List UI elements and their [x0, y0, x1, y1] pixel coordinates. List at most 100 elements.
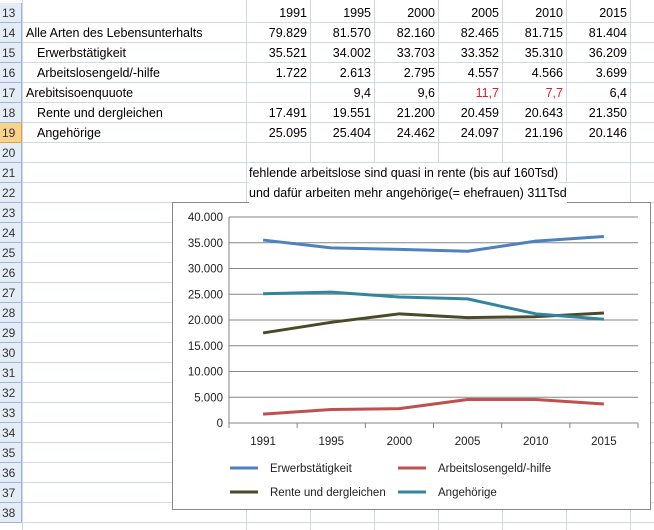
value-cell[interactable]: 21.350 [588, 106, 627, 120]
row-header[interactable]: 23 [0, 203, 22, 223]
row-header[interactable]: 38 [0, 503, 22, 523]
legend-label: Angehörige [438, 487, 497, 499]
row-header[interactable]: 28 [0, 303, 22, 323]
value-cell[interactable]: 3.699 [595, 66, 627, 80]
row-header[interactable]: 17 [0, 83, 22, 103]
series-line-1 [262, 397, 605, 416]
row-header[interactable]: 21 [0, 163, 22, 183]
row-label-cell[interactable]: Arebitsisoenquuote [26, 86, 134, 100]
value-cell[interactable]: 20.643 [524, 106, 563, 120]
x-tick-label: 2000 [387, 436, 413, 448]
value-cell[interactable]: 79.829 [268, 26, 307, 40]
value-cell[interactable]: 7,7 [545, 86, 563, 100]
value-cell[interactable]: 25.404 [332, 126, 371, 140]
row-header[interactable]: 30 [0, 343, 22, 363]
value-cell[interactable]: 21.200 [396, 106, 435, 120]
value-cell[interactable]: 1.722 [275, 66, 307, 80]
chart-svg: 0 5.000 10.000 15.000 20.000 25.000 30.000 35.0… [188, 212, 639, 499]
note-cell[interactable]: und dafür arbeiten mehr angehörige(= ehe… [249, 183, 567, 203]
row-header[interactable]: 24 [0, 223, 22, 243]
value-cell[interactable]: 4.566 [531, 66, 563, 80]
sheet-row[interactable] [22, 103, 654, 123]
y-tick-label: 0 [217, 418, 223, 430]
row-label-cell[interactable]: Erwerbstätigkeit [37, 46, 126, 60]
sheet-row[interactable] [22, 123, 654, 143]
value-cell[interactable]: 2.613 [339, 66, 371, 80]
value-cell[interactable]: 35.521 [268, 46, 307, 60]
row-header[interactable]: 27 [0, 283, 22, 303]
row-label-cell[interactable]: Angehörige [37, 126, 101, 140]
row-header[interactable]: 13 [0, 3, 22, 23]
row-label-cell[interactable]: Arbeitslosengeld/-hilfe [37, 66, 160, 80]
sheet-row[interactable] [22, 23, 654, 43]
value-cell[interactable]: 9,6 [417, 86, 435, 100]
row-header[interactable]: 31 [0, 363, 22, 383]
year-header-cell[interactable]: 2015 [599, 6, 627, 20]
y-tick-label: 20.000 [188, 315, 223, 327]
year-header-cell[interactable]: 2000 [407, 6, 435, 20]
y-tick-label: 15.000 [188, 341, 223, 353]
row-header[interactable]: 35 [0, 443, 22, 463]
column-gridline [22, 0, 23, 530]
y-tick-label: 10.000 [188, 367, 223, 379]
x-tick-label: 2005 [455, 436, 481, 448]
row-header[interactable]: 25 [0, 243, 22, 263]
sheet-row[interactable] [22, 503, 654, 523]
value-cell[interactable]: 9,4 [353, 86, 371, 100]
row-label-cell[interactable]: Rente und dergleichen [37, 106, 163, 120]
row-header[interactable]: 14 [0, 23, 22, 43]
legend-label: Erwerbstätigkeit [270, 463, 353, 475]
row-header[interactable]: 15 [0, 43, 22, 63]
row-header[interactable]: 37 [0, 483, 22, 503]
row-header[interactable]: 20 [0, 143, 22, 163]
line-chart[interactable]: 0 5.000 10.000 15.000 20.000 25.000 30.000 35.0… [172, 202, 651, 510]
row-header[interactable]: 19 [0, 123, 22, 143]
row-header[interactable]: 22 [0, 183, 22, 203]
sheet-row[interactable] [22, 43, 654, 63]
value-cell[interactable]: 19.551 [332, 106, 371, 120]
year-header-cell[interactable]: 1995 [343, 6, 371, 20]
value-cell[interactable]: 81.404 [588, 26, 627, 40]
year-header-cell[interactable]: 2005 [471, 6, 499, 20]
y-tick-label: 25.000 [188, 289, 223, 301]
row-header[interactable]: 16 [0, 63, 22, 83]
row-header[interactable]: 33 [0, 403, 22, 423]
row-label-cell[interactable]: Alle Arten des Lebensunterhalts [26, 26, 203, 40]
value-cell[interactable]: 35.310 [524, 46, 563, 60]
row-header[interactable]: 29 [0, 323, 22, 343]
sheet-row[interactable] [22, 63, 654, 83]
value-cell[interactable]: 4.557 [467, 66, 499, 80]
row-header[interactable]: 36 [0, 463, 22, 483]
row-header[interactable]: 18 [0, 103, 22, 123]
value-cell[interactable]: 2.795 [403, 66, 435, 80]
x-tick-label: 2015 [591, 436, 617, 448]
year-header-cell[interactable]: 2010 [535, 6, 563, 20]
value-cell[interactable]: 33.703 [396, 46, 435, 60]
row-header[interactable]: 26 [0, 263, 22, 283]
value-cell[interactable]: 81.715 [524, 26, 563, 40]
series-line-0 [262, 235, 605, 253]
value-cell[interactable]: 25.095 [268, 126, 307, 140]
value-cell[interactable]: 20.459 [460, 106, 499, 120]
sheet-row[interactable] [22, 3, 654, 23]
value-cell[interactable]: 34.002 [332, 46, 371, 60]
value-cell[interactable]: 36.209 [588, 46, 627, 60]
sheet-row[interactable] [22, 83, 654, 103]
value-cell[interactable]: 81.570 [332, 26, 371, 40]
row-header[interactable]: 32 [0, 383, 22, 403]
value-cell[interactable]: 6,4 [609, 86, 627, 100]
sheet-row[interactable] [22, 143, 654, 163]
note-cell[interactable]: fehlende arbeitslose sind quasi in rente… [249, 163, 559, 183]
value-cell[interactable]: 33.352 [460, 46, 499, 60]
value-cell[interactable]: 17.491 [268, 106, 307, 120]
value-cell[interactable]: 24.462 [396, 126, 435, 140]
value-cell[interactable]: 20.146 [588, 126, 627, 140]
value-cell[interactable]: 82.465 [460, 26, 499, 40]
value-cell[interactable]: 21.196 [524, 126, 563, 140]
value-cell[interactable]: 24.097 [460, 126, 499, 140]
value-cell[interactable] [247, 83, 307, 103]
value-cell[interactable]: 82.160 [396, 26, 435, 40]
row-header[interactable]: 34 [0, 423, 22, 443]
year-header-cell[interactable]: 1991 [279, 6, 307, 20]
value-cell[interactable]: 11,7 [475, 86, 499, 100]
